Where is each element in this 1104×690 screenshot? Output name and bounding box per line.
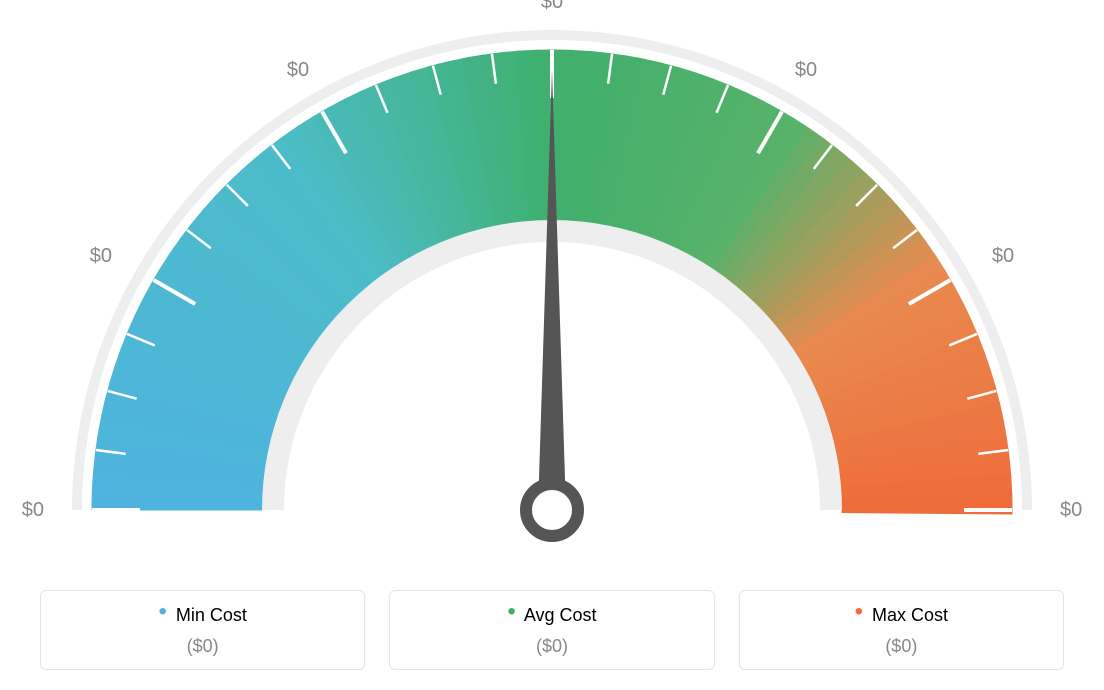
legend-max-label: • Max Cost — [750, 605, 1053, 626]
legend-card-min: • Min Cost ($0) — [40, 590, 365, 670]
gauge-area: $0 $0 $0 $0 $0 $0 $0 — [0, 0, 1104, 560]
gauge-tick-label: $0 — [22, 499, 44, 521]
legend-avg-dot: • — [507, 598, 515, 625]
gauge-tick-label: $0 — [1060, 499, 1082, 521]
legend-avg-text: Avg Cost — [524, 605, 597, 625]
gauge-tick-label: $0 — [992, 245, 1014, 267]
gauge-needle-hub — [526, 484, 578, 536]
legend-avg-value: ($0) — [400, 636, 703, 657]
legend-card-avg: • Avg Cost ($0) — [389, 590, 714, 670]
legend-max-dot: • — [855, 598, 863, 625]
legend-row: • Min Cost ($0) • Avg Cost ($0) • Max Co… — [40, 590, 1064, 670]
gauge-tick-label: $0 — [541, 0, 563, 13]
legend-min-dot: • — [158, 598, 166, 625]
gauge-tick-label: $0 — [795, 59, 817, 81]
gauge-svg: $0 $0 $0 $0 $0 $0 $0 — [0, 0, 1104, 560]
legend-max-value: ($0) — [750, 636, 1053, 657]
legend-min-value: ($0) — [51, 636, 354, 657]
legend-avg-label: • Avg Cost — [400, 605, 703, 626]
cost-gauge-widget: { "gauge": { "type": "gauge", "cx": 552,… — [0, 0, 1104, 690]
gauge-tick-label: $0 — [90, 245, 112, 267]
legend-card-max: • Max Cost ($0) — [739, 590, 1064, 670]
legend-min-text: Min Cost — [176, 605, 247, 625]
legend-min-label: • Min Cost — [51, 605, 354, 626]
gauge-tick-label: $0 — [287, 59, 309, 81]
legend-max-text: Max Cost — [872, 605, 948, 625]
